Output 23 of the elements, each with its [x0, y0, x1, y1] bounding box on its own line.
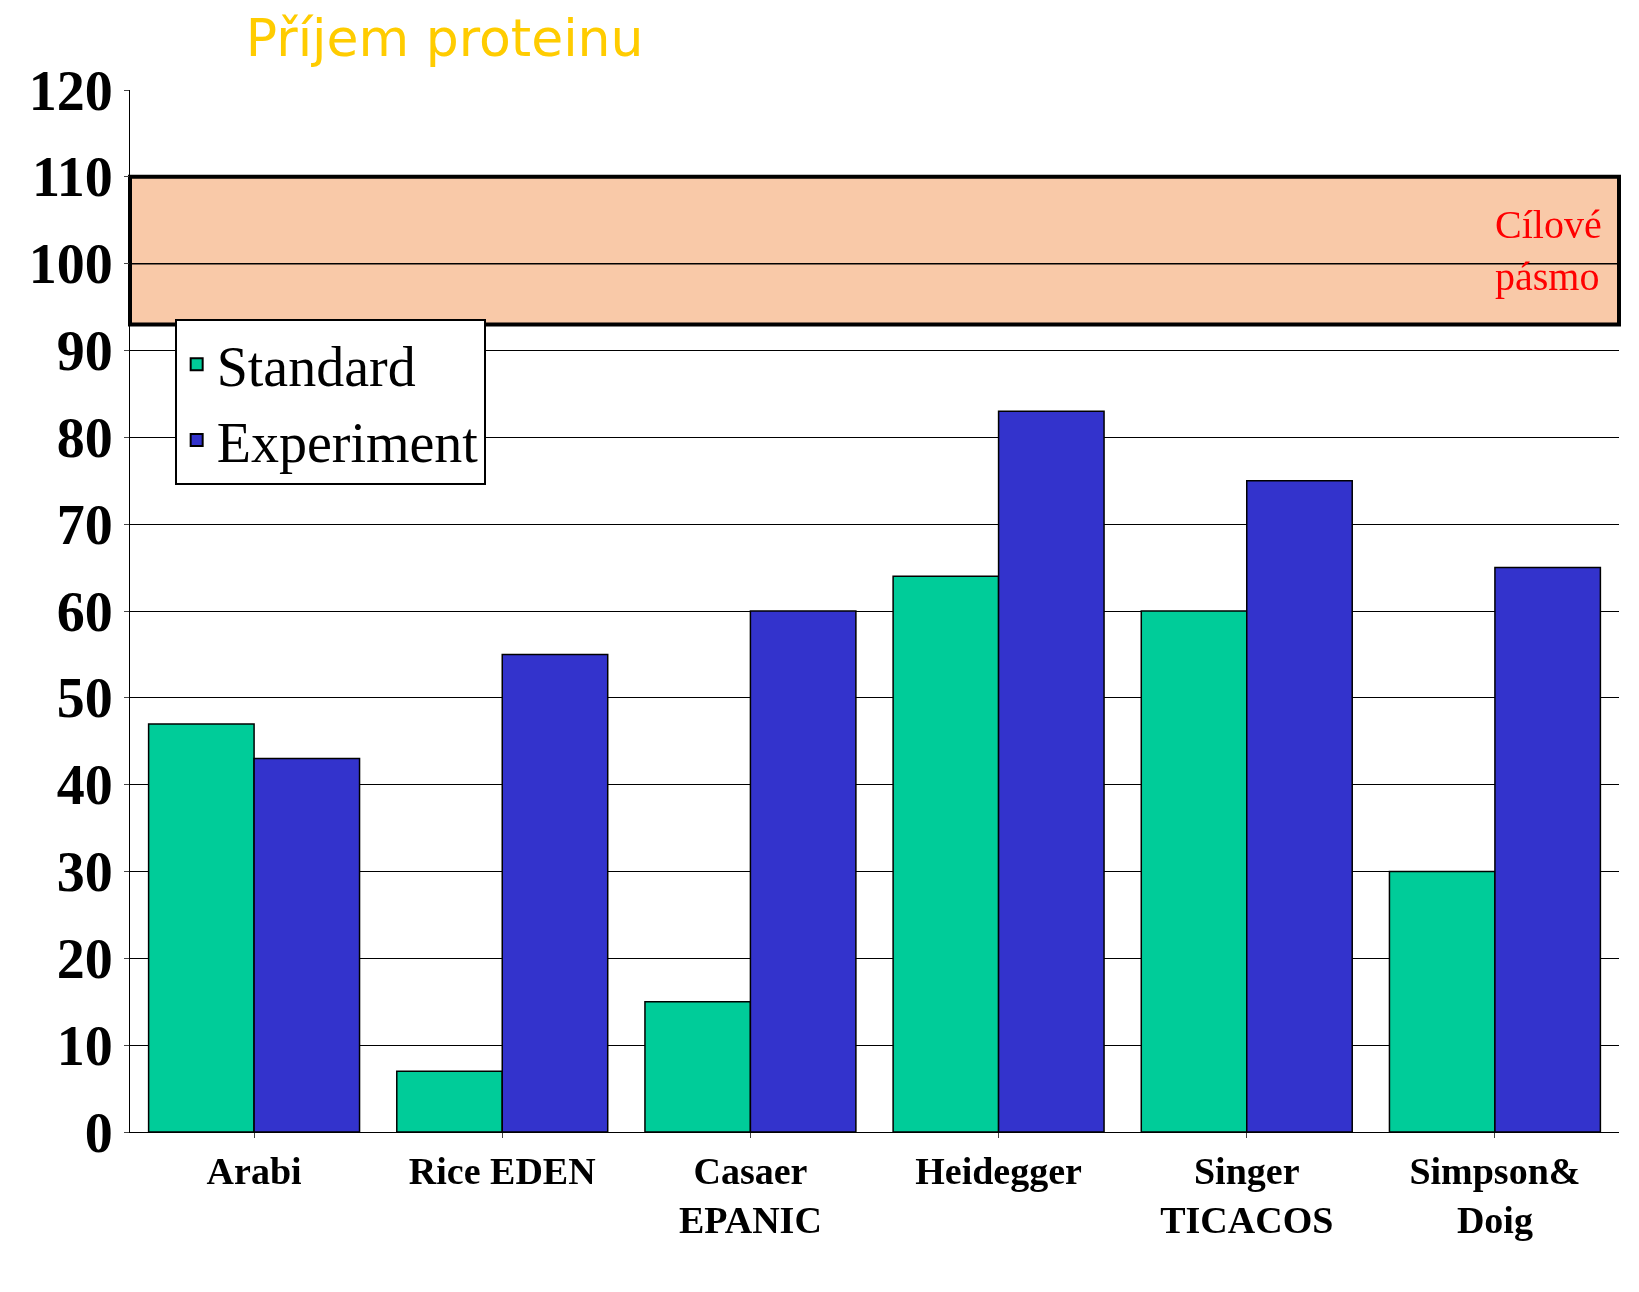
y-tick-label: 30: [56, 841, 113, 904]
y-tick-label: 20: [56, 927, 113, 990]
x-tick-label: Arabi: [206, 1149, 302, 1192]
band-label: Cílové pásmo: [1495, 202, 1602, 299]
legend-label: Experiment: [216, 411, 479, 474]
chart-title: Příjem proteinu: [245, 7, 644, 68]
y-tick-label: 60: [56, 580, 113, 643]
y-tick-label: 80: [56, 406, 113, 469]
y-tick-label: 120: [28, 59, 113, 122]
x-tick-label: Heidegger: [915, 1149, 1083, 1192]
y-tick-label: 110: [31, 146, 113, 209]
y-tick-label: 90: [56, 320, 113, 383]
x-tick-label: Simpson& Doig: [1409, 1149, 1581, 1241]
y-tick-label: 10: [56, 1014, 113, 1077]
x-tick-label: Casaer EPANIC: [678, 1149, 822, 1241]
legend-label: Standard: [216, 335, 416, 398]
x-tick-label: Singer TICACOS: [1160, 1149, 1334, 1241]
y-tick-label: 40: [56, 754, 113, 817]
y-tick-label: 0: [84, 1101, 113, 1164]
x-tick-label: Rice EDEN: [408, 1149, 596, 1192]
y-tick-label: 70: [56, 493, 113, 556]
y-tick-label: 100: [28, 233, 113, 296]
y-tick-label: 50: [56, 667, 113, 730]
